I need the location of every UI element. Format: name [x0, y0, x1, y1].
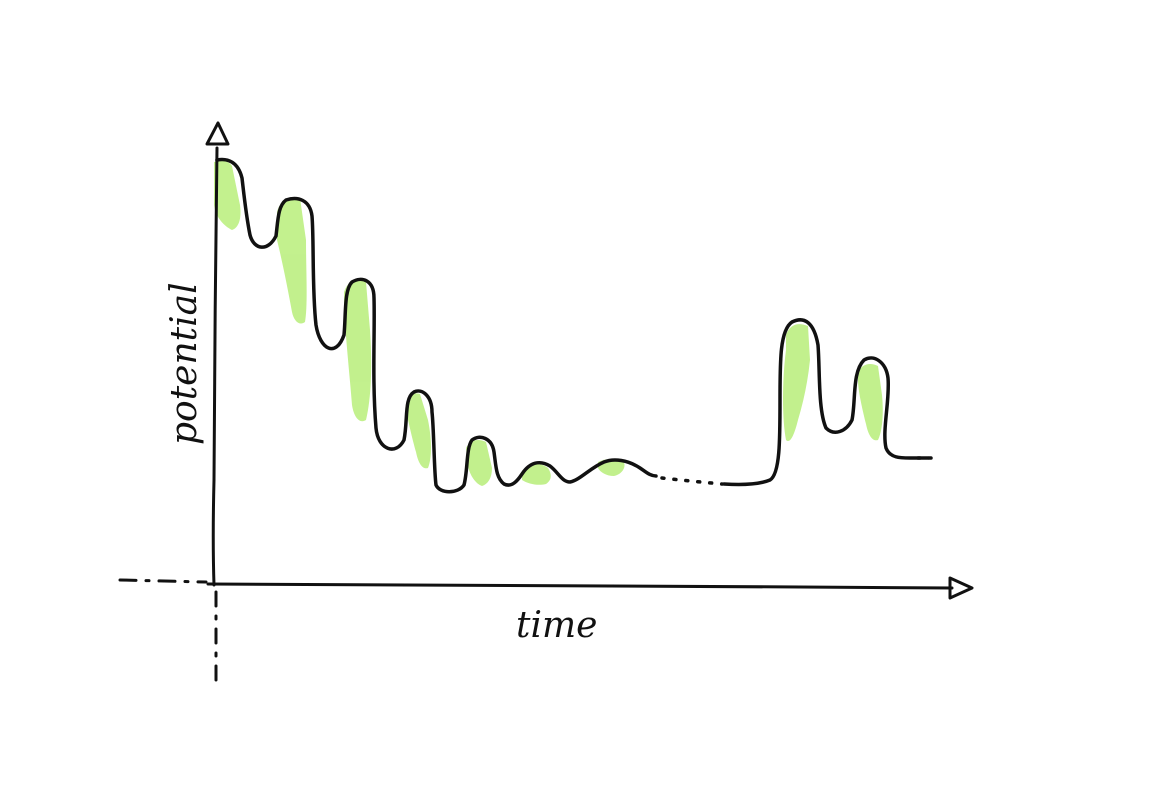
curve-dotted-gap	[660, 476, 724, 486]
x-axis-dashed-extension	[118, 578, 208, 584]
green-highlights	[214, 160, 883, 486]
highlight-2	[277, 197, 307, 324]
highlight-8	[783, 324, 810, 442]
highlight-3	[344, 280, 372, 422]
y-axis-line	[211, 146, 219, 587]
y-axis-label: potential	[164, 282, 205, 445]
x-axis-line	[206, 582, 954, 590]
y-axis-arrow-icon	[205, 121, 230, 146]
x-axis-label: time	[516, 605, 597, 646]
highlight-4	[406, 393, 431, 469]
highlight-6	[522, 463, 551, 485]
curve-main	[215, 157, 658, 494]
highlight-5	[466, 440, 492, 486]
x-axis-arrow-icon	[948, 576, 974, 600]
curve-right	[722, 318, 930, 487]
highlight-9	[858, 364, 883, 441]
y-axis	[205, 121, 230, 684]
x-axis	[118, 576, 974, 600]
potential-curve	[215, 157, 942, 494]
highlight-1	[214, 160, 241, 230]
